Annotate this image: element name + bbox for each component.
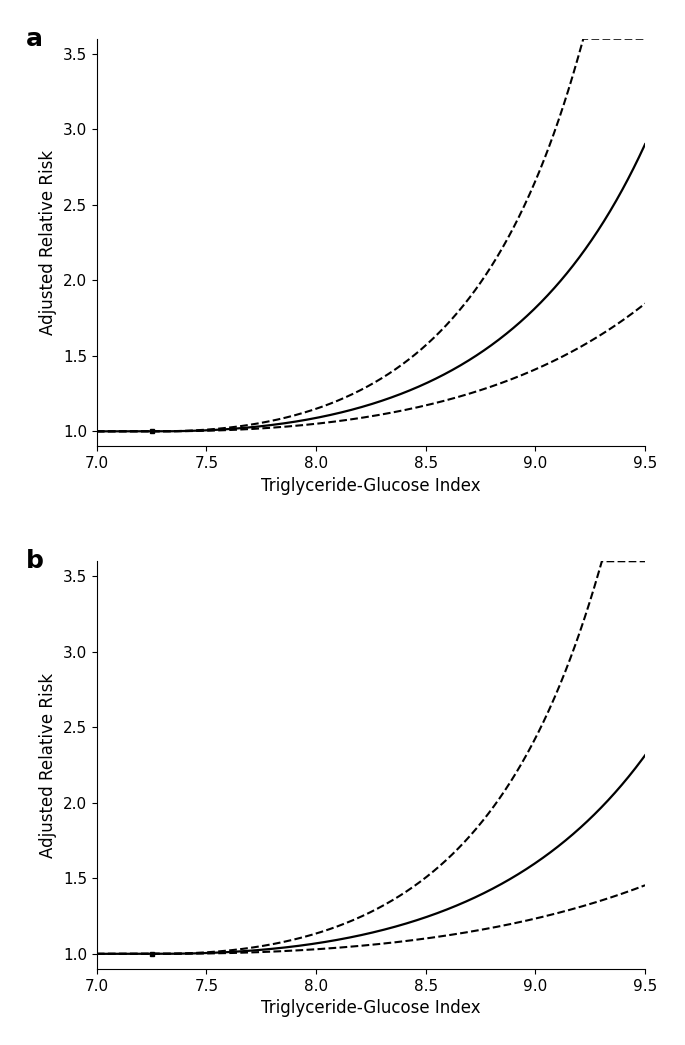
Text: b: b: [25, 549, 43, 573]
Y-axis label: Adjusted Relative Risk: Adjusted Relative Risk: [39, 150, 58, 335]
Text: a: a: [25, 26, 42, 50]
X-axis label: Triglyceride-Glucose Index: Triglyceride-Glucose Index: [261, 477, 481, 494]
Y-axis label: Adjusted Relative Risk: Adjusted Relative Risk: [39, 673, 58, 858]
X-axis label: Triglyceride-Glucose Index: Triglyceride-Glucose Index: [261, 999, 481, 1017]
